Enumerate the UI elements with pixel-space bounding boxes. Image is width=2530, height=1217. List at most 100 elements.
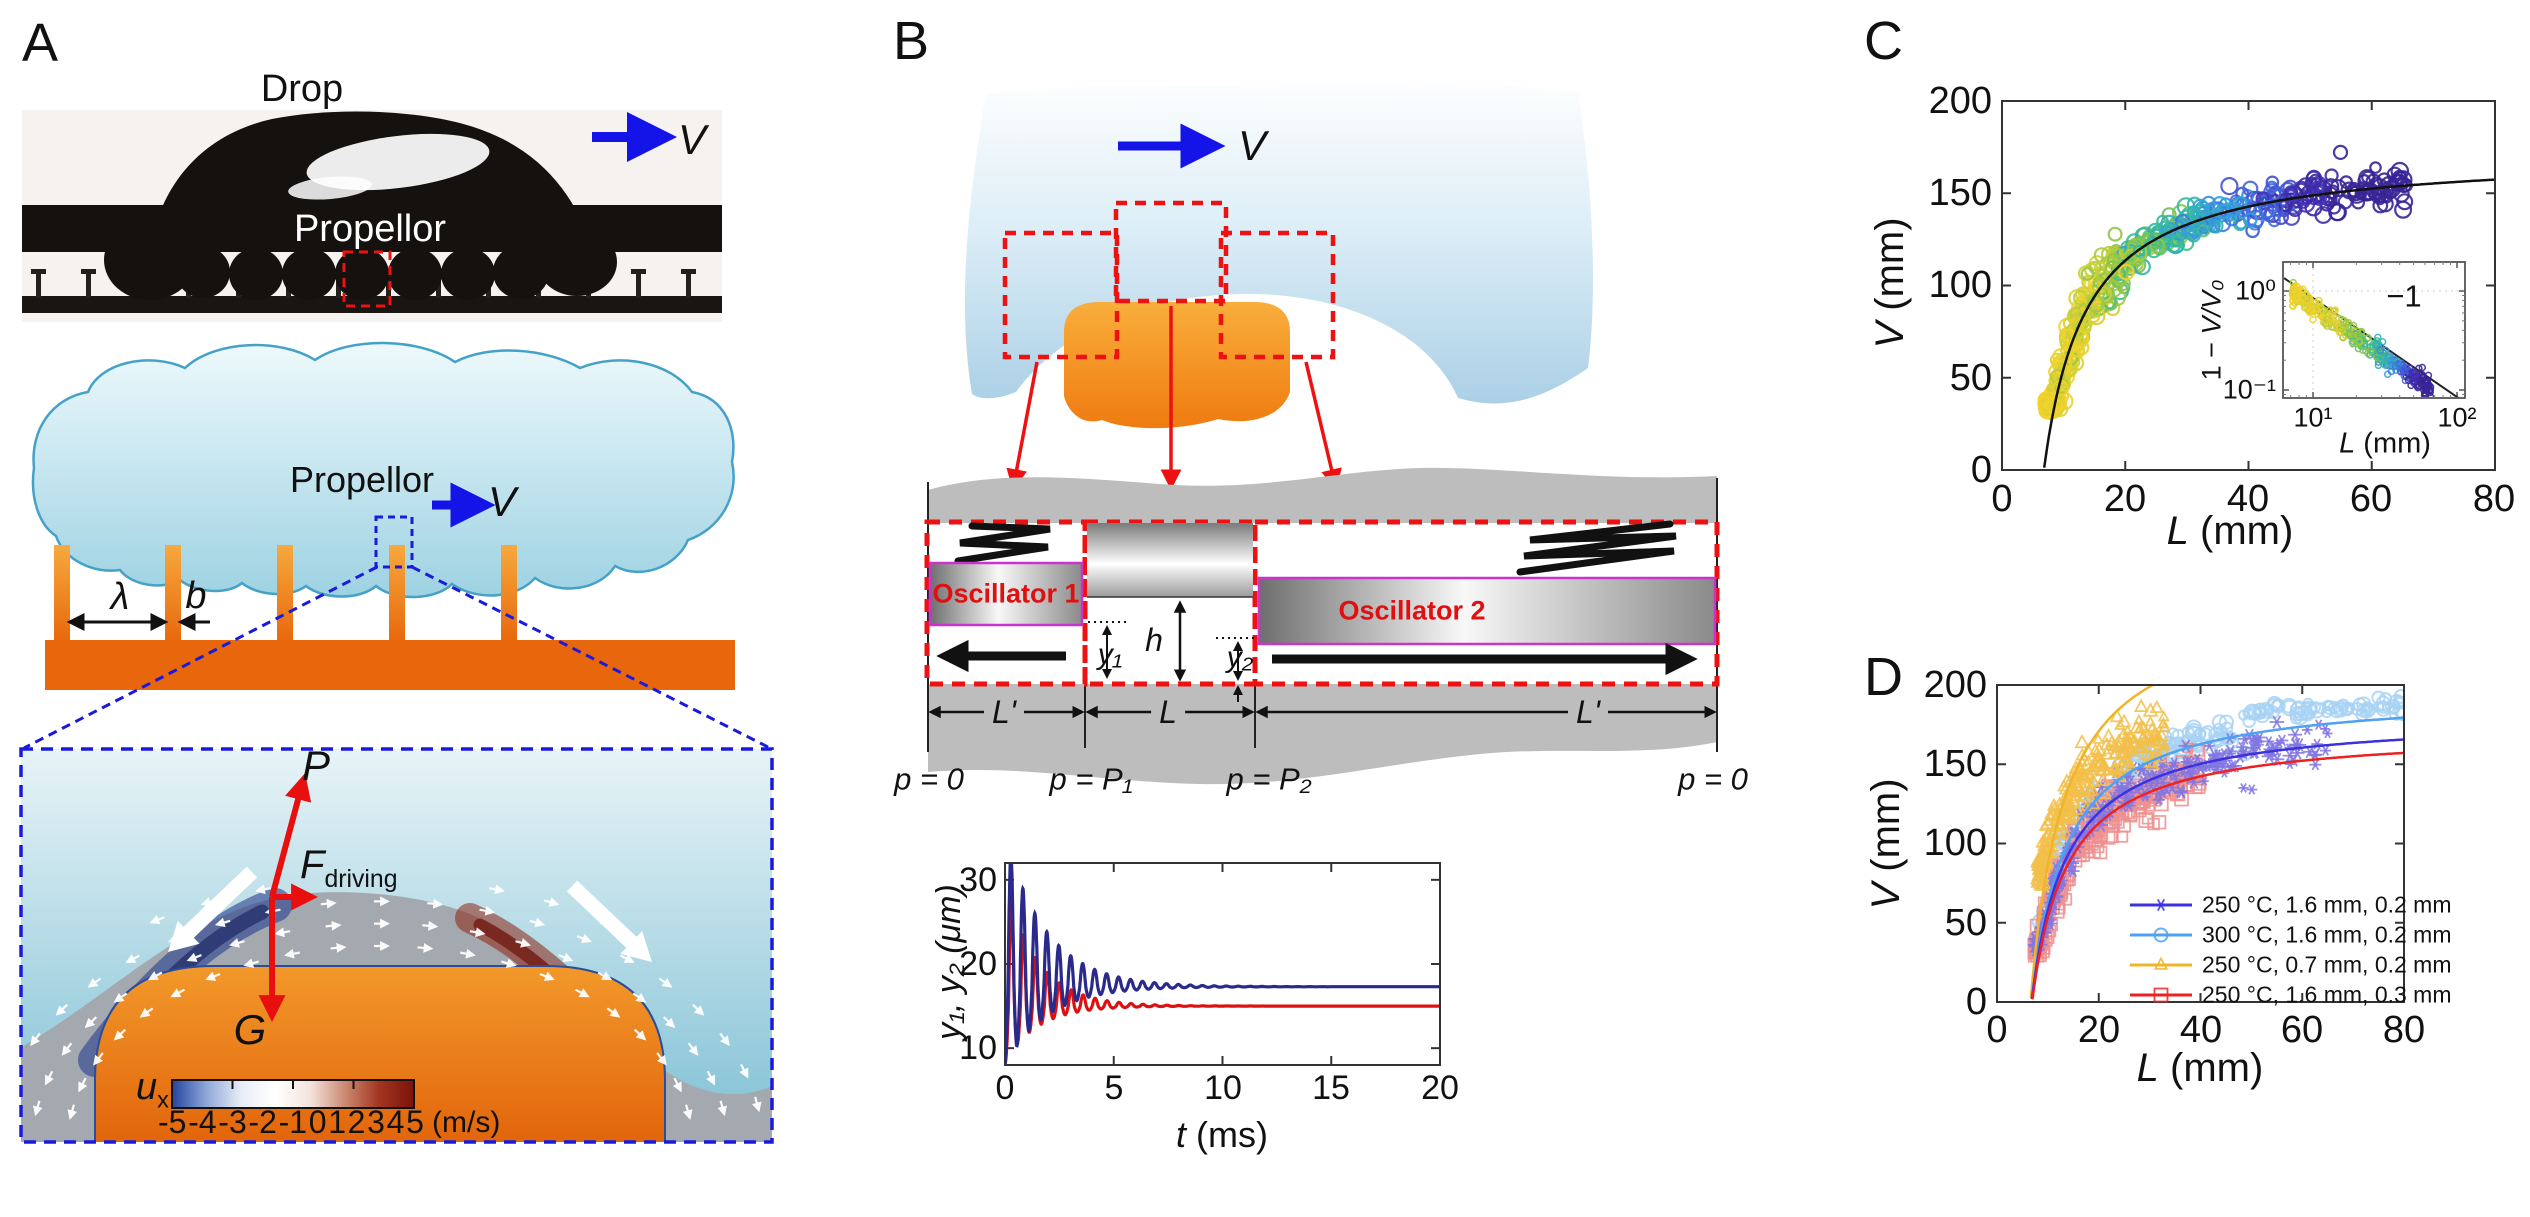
d-xtick-80: 80	[2382, 1009, 2426, 1051]
c-xtick-0: 0	[1991, 478, 2013, 520]
c-ylabel-unit: (mm)	[1868, 217, 1912, 322]
osc-xtick-10: 10	[1204, 1069, 1242, 1107]
panel-b-schematic	[924, 82, 1720, 785]
c-inset-ylabel-prefix: 1 −	[2196, 334, 2227, 381]
c-inset-xlabel-var: L	[2339, 427, 2356, 460]
panel-c-inset	[2282, 261, 2466, 399]
panel-a-simulation-inset	[19, 747, 774, 1144]
osc-ytick-30: 30	[959, 861, 997, 899]
c-xtick-40: 40	[2226, 478, 2270, 520]
pressure-0-left: p = 0	[894, 761, 964, 797]
panel-a-label: A	[22, 13, 59, 73]
force-driving-label: Fdriving	[300, 845, 397, 893]
d-legend-entry-3: 250 °C, 0.7 mm, 0.2 mm	[2202, 951, 2452, 978]
oscillation-plot	[1004, 862, 1441, 1066]
d-legend-entry-1: 250 °C, 1.6 mm, 0.2 mm	[2202, 891, 2452, 918]
d-xtick-20: 20	[2077, 1009, 2121, 1051]
schematic-velocity-label: V	[487, 478, 517, 525]
colorbar-tick: 2	[347, 1104, 366, 1140]
y1-label: y₁	[1097, 638, 1123, 671]
l-prime-right-label: L'	[1568, 696, 1608, 728]
lambda-label: λ	[110, 576, 130, 618]
osc-xlabel-unit: (ms)	[1186, 1114, 1268, 1155]
d-ylabel-unit: (mm)	[1864, 778, 1908, 883]
colorbar-tick: -4	[188, 1104, 217, 1140]
b-velocity-label: V	[1237, 122, 1267, 169]
force-g-label: G	[233, 1006, 267, 1053]
osc-xtick-5: 5	[1104, 1069, 1124, 1107]
c-xlabel-var: L	[2166, 509, 2189, 553]
force-f-subscript: driving	[324, 866, 398, 893]
c-inset-ytick-01: 10⁻¹	[2222, 374, 2276, 405]
c-inset-xlabel-unit: (mm)	[2355, 427, 2431, 460]
l-mid-label: L	[1151, 696, 1185, 728]
ux-subscript: x	[157, 1086, 169, 1113]
c-ylabel-var: V	[1868, 321, 1912, 349]
colorbar-tick: 5	[406, 1104, 424, 1140]
panel-c-plot	[2001, 100, 2496, 471]
c-xlabel: L (mm)	[2167, 511, 2294, 551]
c-ytick-50: 50	[1949, 357, 1992, 399]
c-xtick-60: 60	[2349, 478, 2393, 520]
velocity-arrow-field	[30, 884, 762, 1121]
osc-ytick-10: 10	[959, 1029, 997, 1067]
d-ylabel-var: V	[1864, 882, 1908, 910]
colorbar-tick: -2	[248, 1104, 277, 1140]
d-ytick-150: 150	[1923, 743, 1987, 785]
pressure-p1: p = P₁	[1049, 761, 1133, 797]
h-label: h	[1145, 622, 1163, 658]
osc-ytick-20: 20	[959, 945, 997, 983]
pressure-p2: p = P₂	[1226, 761, 1312, 797]
d-ytick-50: 50	[1944, 902, 1987, 944]
pressure-0-right: p = 0	[1678, 761, 1748, 797]
colorbar-tick: 4	[386, 1104, 405, 1140]
c-ylabel: V (mm)	[1868, 217, 1912, 349]
d-ytick-0: 0	[1965, 981, 1987, 1023]
force-f-symbol: F	[300, 843, 325, 887]
panel-d-label: D	[1864, 647, 1903, 707]
panel-a-photo	[22, 110, 722, 322]
d-ytick-200: 200	[1923, 664, 1987, 706]
c-ytick-100: 100	[1928, 264, 1992, 306]
ux-symbol: u	[136, 1066, 158, 1108]
osc-xtick-15: 15	[1312, 1069, 1350, 1107]
c-inset-slope-label: −1	[2386, 278, 2422, 314]
c-xlabel-unit: (mm)	[2188, 509, 2294, 553]
oscillator-2-label: Oscillator 2	[1338, 595, 1486, 626]
ux-label: ux	[136, 1068, 169, 1112]
panel-b-label: B	[893, 11, 930, 71]
d-ytick-100: 100	[1923, 822, 1987, 864]
d-xtick-40: 40	[2179, 1009, 2223, 1051]
c-xtick-20: 20	[2103, 478, 2147, 520]
colorbar-tick-labels: -5 -4 -3 -2 -1 0 1 2 3 4 5	[158, 1106, 424, 1138]
c-inset-xlabel: L (mm)	[2339, 427, 2431, 460]
d-xlabel-var: L	[2136, 1046, 2159, 1090]
osc-xtick-20: 20	[1421, 1069, 1459, 1107]
l-prime-left-label: L'	[984, 696, 1024, 728]
colorbar-tick: -5	[158, 1104, 187, 1140]
schematic-propellor-label: Propellor	[289, 459, 435, 500]
c-ytick-0: 0	[1970, 449, 1992, 491]
force-p-label: P	[301, 742, 331, 789]
c-inset-xtick-10: 10¹	[2293, 402, 2333, 433]
c-inset-ylabel: 1 − V/V₀	[2196, 279, 2227, 381]
d-ylabel: V (mm)	[1864, 778, 1908, 910]
panel-d-legend	[2130, 898, 2192, 1003]
d-legend-entry-2: 300 °C, 1.6 mm, 0.2 mm	[2202, 921, 2452, 948]
photo-propellor-label: Propellor	[293, 208, 447, 250]
c-inset-ylabel-var: V/V₀	[2196, 279, 2227, 335]
d-xtick-60: 60	[2280, 1009, 2324, 1051]
colorbar-tick: -1	[278, 1104, 308, 1140]
b-label: b	[185, 575, 207, 617]
osc-plot-xlabel: t (ms)	[1176, 1117, 1268, 1153]
colorbar-tick: -3	[218, 1104, 247, 1140]
osc-xtick-0: 0	[995, 1069, 1015, 1107]
y2-label: y₂	[1226, 641, 1254, 674]
photo-velocity-label: V	[677, 116, 707, 163]
panel-d-plot	[1996, 684, 2405, 1003]
panel-a-schematic	[23, 341, 771, 750]
c-ytick-200: 200	[1928, 80, 1992, 122]
oscillator-1-label: Oscillator 1	[932, 578, 1080, 609]
